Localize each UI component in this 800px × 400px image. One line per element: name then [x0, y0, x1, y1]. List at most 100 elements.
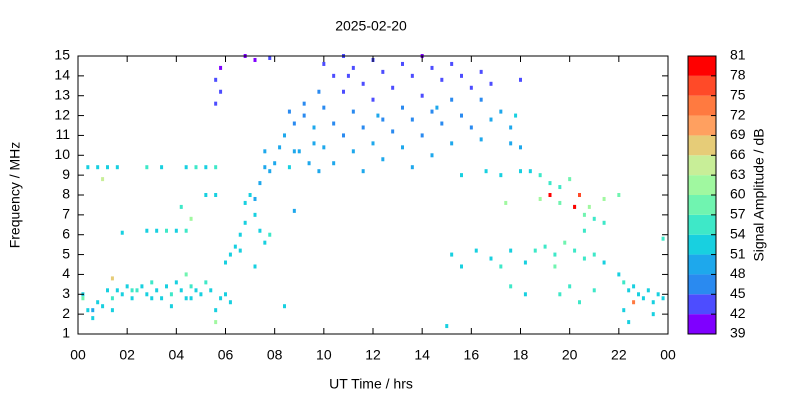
data-cell	[342, 89, 345, 94]
data-cell	[189, 284, 193, 289]
data-cell	[484, 169, 488, 174]
data-cell	[460, 73, 463, 78]
data-cell	[627, 288, 631, 293]
data-cell	[489, 117, 493, 122]
data-cell	[445, 324, 449, 329]
data-cell	[214, 77, 218, 82]
data-cell	[632, 284, 636, 289]
data-cell	[548, 193, 552, 197]
data-cell	[509, 125, 513, 130]
x-tick-label: 00	[70, 347, 86, 363]
data-cell	[568, 284, 572, 289]
data-cell	[509, 248, 513, 253]
data-cell	[602, 260, 606, 265]
data-cell	[381, 69, 385, 74]
data-cell	[253, 57, 257, 62]
data-cell	[563, 240, 567, 245]
x-tick-label: 22	[611, 347, 627, 363]
data-cell	[243, 200, 247, 205]
data-cell	[332, 161, 336, 166]
data-cell	[106, 165, 109, 170]
data-cell	[381, 117, 385, 122]
data-cell	[120, 230, 124, 235]
data-cell	[543, 244, 547, 249]
data-cell	[115, 288, 119, 293]
data-cell	[248, 193, 252, 197]
data-cell	[361, 81, 365, 86]
data-cell	[430, 65, 434, 70]
x-tick-label: 06	[218, 347, 234, 363]
data-cell	[214, 308, 218, 313]
data-cell	[450, 97, 454, 102]
data-cell	[253, 212, 257, 217]
data-cell	[312, 125, 316, 130]
x-tick-label: 20	[562, 347, 578, 363]
data-cell	[145, 292, 149, 297]
data-cell	[174, 228, 178, 233]
data-cell	[499, 173, 503, 178]
data-cell	[528, 169, 532, 174]
data-cell	[238, 248, 242, 253]
y-tick-label: 2	[62, 305, 70, 321]
data-cell	[410, 165, 414, 170]
data-cell	[155, 288, 159, 293]
data-cell	[504, 200, 508, 205]
data-cell	[533, 248, 537, 253]
y-tick-label: 12	[54, 106, 70, 122]
y-tick-label: 1	[62, 325, 70, 341]
data-cell	[189, 216, 193, 221]
colorbar-tick-label: 75	[730, 86, 746, 102]
data-cell	[450, 61, 454, 66]
data-cell	[474, 248, 478, 253]
data-cell	[523, 292, 527, 297]
data-cell	[401, 145, 404, 150]
data-cell	[617, 193, 621, 197]
data-cell	[150, 296, 154, 301]
data-cell	[91, 308, 95, 313]
data-cell	[440, 121, 444, 126]
data-cell	[160, 165, 164, 170]
data-cell	[351, 65, 355, 70]
data-cell	[641, 296, 645, 301]
data-cell	[204, 280, 208, 285]
data-cell	[224, 292, 227, 297]
data-cell	[179, 288, 183, 293]
data-cell	[155, 228, 159, 233]
data-cell	[558, 200, 562, 205]
colorbar-tick-label: 54	[730, 225, 746, 241]
data-cell	[292, 149, 296, 154]
data-cell	[268, 55, 272, 60]
data-cell	[578, 300, 581, 305]
x-tick-label: 08	[267, 347, 283, 363]
data-cell	[420, 133, 424, 138]
data-cell	[204, 193, 208, 197]
data-cell	[592, 216, 596, 221]
data-cell	[637, 292, 640, 297]
data-cell	[519, 169, 522, 174]
data-cell	[450, 252, 454, 257]
data-cell	[450, 141, 454, 146]
data-cell	[460, 173, 463, 178]
data-cell	[553, 264, 557, 269]
data-cell	[101, 177, 105, 182]
data-cell	[568, 177, 572, 182]
data-cell	[81, 296, 85, 301]
data-cell	[96, 165, 100, 170]
data-cell	[573, 248, 577, 253]
colorbar-band	[688, 314, 716, 334]
data-cell	[523, 260, 527, 265]
data-cell	[110, 308, 114, 313]
colorbar-label: Signal Amplitude / dB	[751, 128, 767, 261]
data-cell	[297, 149, 301, 154]
colorbar-tick-label: 42	[730, 305, 746, 321]
data-cell	[307, 161, 311, 166]
data-cell	[238, 232, 242, 237]
data-cell	[86, 308, 90, 313]
data-cell	[110, 296, 114, 301]
data-cell	[287, 109, 291, 114]
data-cell	[243, 220, 247, 225]
data-cell	[322, 61, 326, 66]
x-tick-label: 12	[365, 347, 381, 363]
colorbar-band	[688, 155, 716, 176]
